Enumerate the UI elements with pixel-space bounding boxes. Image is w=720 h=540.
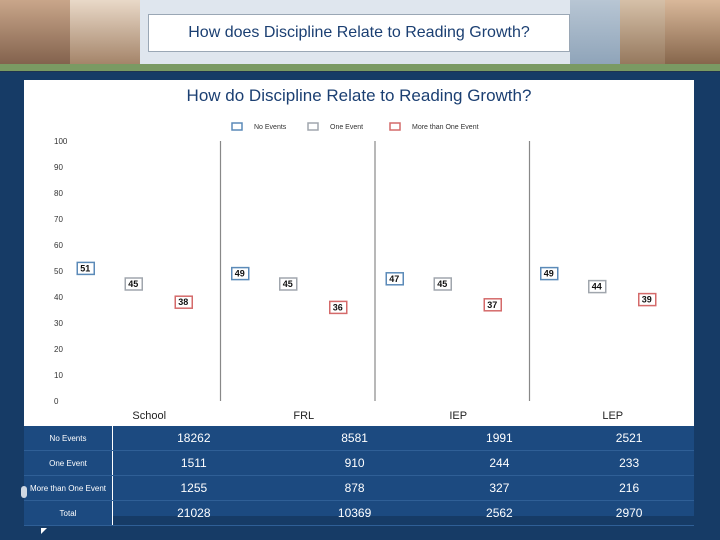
data-label: 45 bbox=[283, 279, 293, 289]
legend-swatch bbox=[389, 122, 401, 131]
table-row: One Event 1511 910 244 233 bbox=[24, 450, 694, 476]
table-row: No Events 18262 8581 1991 2521 bbox=[24, 426, 694, 451]
legend-label: More than One Event bbox=[412, 124, 479, 131]
data-label-box bbox=[329, 300, 348, 315]
data-label: 36 bbox=[333, 302, 343, 312]
row-label: More than One Event bbox=[24, 475, 113, 501]
banner-stripe bbox=[0, 64, 720, 71]
x-tick-label: IEP bbox=[449, 410, 467, 422]
table-row: Total 21028 10369 2562 2970 bbox=[24, 500, 694, 526]
data-table-grid: No Events 18262 8581 1991 2521 One Event 1511 9… bbox=[24, 426, 694, 526]
y-tick-label: 40 bbox=[54, 293, 63, 302]
slide-bullet-icon bbox=[21, 486, 27, 498]
table-cell: 216 bbox=[564, 475, 694, 501]
legend-label: One Event bbox=[330, 124, 363, 131]
table-cell: 910 bbox=[274, 450, 435, 476]
data-label-box bbox=[638, 292, 657, 307]
legend-swatch bbox=[231, 122, 243, 131]
row-label: Total bbox=[24, 500, 113, 526]
data-label: 49 bbox=[544, 269, 554, 279]
y-tick-label: 100 bbox=[54, 137, 68, 146]
table-cell: 2970 bbox=[564, 500, 694, 526]
y-tick-label: 70 bbox=[54, 215, 63, 224]
table-cell: 1991 bbox=[434, 426, 565, 451]
table-cell: 878 bbox=[274, 475, 435, 501]
data-label: 47 bbox=[389, 274, 399, 284]
data-label-box bbox=[231, 266, 250, 281]
legend-label: No Events bbox=[254, 124, 287, 131]
child-photo-3 bbox=[665, 0, 720, 72]
data-label: 38 bbox=[178, 297, 188, 307]
table-cell: 2562 bbox=[434, 500, 565, 526]
row-label: No Events bbox=[24, 426, 113, 451]
data-label: 49 bbox=[235, 269, 245, 279]
bar-chart: 0 10 20 30 40 50 60 70 80 90 100 School FRL IEP LEP No … bbox=[54, 122, 657, 422]
data-label-box bbox=[483, 298, 502, 312]
table-cell: 233 bbox=[564, 450, 694, 476]
data-label-box bbox=[385, 272, 404, 286]
table-cell: 18262 bbox=[112, 426, 275, 451]
table-cell: 1511 bbox=[112, 450, 275, 476]
table-cell: 8581 bbox=[274, 426, 435, 451]
table-cell: 244 bbox=[434, 450, 565, 476]
data-label: 37 bbox=[487, 300, 497, 310]
y-tick-label: 0 bbox=[54, 397, 59, 406]
x-tick-label: LEP bbox=[602, 410, 623, 422]
photo-banner: How does Discipline Relate to Reading Gr… bbox=[0, 0, 720, 72]
y-tick-label: 50 bbox=[54, 267, 63, 276]
teacher-photo bbox=[70, 0, 140, 72]
table-cell: 21028 bbox=[112, 500, 275, 526]
child-photo-1 bbox=[0, 0, 70, 72]
data-label: 45 bbox=[437, 279, 447, 289]
data-label-box bbox=[540, 266, 559, 281]
x-tick-label: FRL bbox=[293, 410, 314, 422]
y-tick-label: 80 bbox=[54, 189, 63, 198]
data-label-box bbox=[174, 295, 193, 309]
y-tick-label: 90 bbox=[54, 163, 63, 172]
chart-title: How do Discipline Relate to Reading Grow… bbox=[186, 86, 532, 105]
data-label-box bbox=[124, 277, 143, 291]
data-label-box bbox=[433, 277, 452, 291]
row-label: One Event bbox=[24, 450, 113, 476]
table-cell: 2521 bbox=[564, 426, 694, 451]
slide-title: How does Discipline Relate to Reading Gr… bbox=[148, 14, 570, 52]
data-label: 39 bbox=[642, 295, 652, 305]
classroom-photo bbox=[570, 0, 620, 72]
legend-swatch bbox=[307, 122, 319, 131]
y-tick-label: 60 bbox=[54, 241, 63, 250]
y-tick-label: 30 bbox=[54, 319, 63, 328]
corner-triangle-icon bbox=[41, 528, 47, 534]
data-table: No Events 18262 8581 1991 2521 One Event 1511 9… bbox=[24, 426, 694, 526]
data-label: 45 bbox=[128, 279, 138, 289]
data-label-box bbox=[279, 277, 298, 291]
x-tick-label: School bbox=[132, 410, 166, 422]
data-label: 44 bbox=[592, 282, 602, 292]
child-photo-2 bbox=[620, 0, 665, 72]
table-row: More than One Event 1255 878 327 216 bbox=[24, 475, 694, 501]
y-tick-label: 20 bbox=[54, 345, 63, 354]
banner-stripe-dark bbox=[0, 71, 720, 72]
data-label-box bbox=[76, 261, 95, 276]
y-tick-label: 10 bbox=[54, 371, 63, 380]
table-cell: 1255 bbox=[112, 475, 275, 501]
table-cell: 10369 bbox=[274, 500, 435, 526]
table-cell: 327 bbox=[434, 475, 565, 501]
data-label: 51 bbox=[80, 263, 90, 273]
data-label-box bbox=[588, 279, 607, 294]
